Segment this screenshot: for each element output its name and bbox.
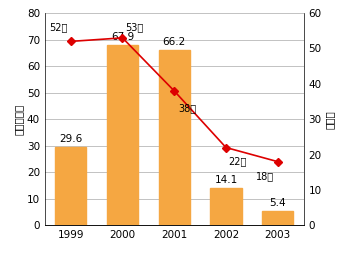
Text: 52件: 52件 (49, 22, 67, 32)
Bar (159, 50, 190, 225)
Y-axis label: （件）: （件） (324, 110, 334, 129)
Y-axis label: （億ドル）: （億ドル） (14, 103, 24, 135)
Text: 67.9: 67.9 (111, 32, 134, 42)
Text: 22件: 22件 (228, 157, 247, 167)
Text: 53件: 53件 (125, 22, 143, 32)
Bar (262, 211, 293, 225)
Text: 29.6: 29.6 (59, 134, 82, 144)
Text: 66.2: 66.2 (162, 36, 186, 47)
Bar (210, 188, 241, 225)
Text: 5.4: 5.4 (269, 198, 286, 208)
Bar (107, 45, 138, 225)
Text: 14.1: 14.1 (214, 175, 238, 185)
Text: 18件: 18件 (256, 171, 274, 181)
Text: 38件: 38件 (178, 103, 197, 114)
Bar (55, 147, 86, 225)
